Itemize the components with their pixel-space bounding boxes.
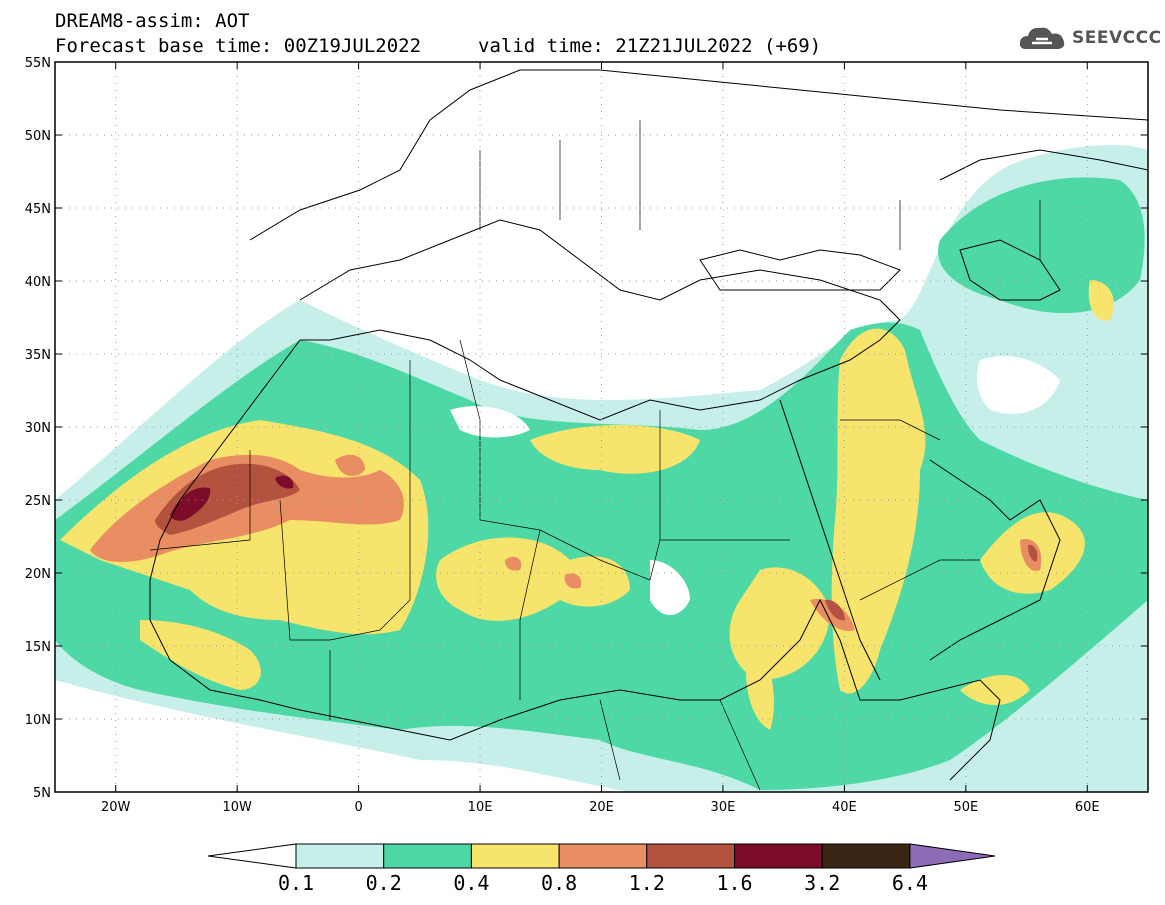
lon-tick-label: 20W [101,800,131,815]
colorbar-level-label: 6.4 [892,871,928,895]
axis-ticks: 20W 10W 0 10E 20E 30E 40E 50E 60E 55N 50N 45N 40N 35N… [25,56,1148,815]
map-title: DREAM8-assim: AOT [55,10,250,32]
colorbar-swatch [383,843,472,869]
lat-tick-label: 45N [25,202,51,217]
lon-tick-label: 60E [1075,800,1100,815]
colorbar-level-label: 0.1 [278,871,314,895]
lat-tick-label: 10N [25,713,51,728]
lat-tick-label: 55N [25,56,51,71]
logo-text: SEEVCCC [1072,28,1162,48]
lon-tick-label: 0 [354,800,362,815]
colorbar-level-label: 0.2 [366,871,402,895]
lon-tick-label: 40E [832,800,857,815]
colorbar-level-label: 0.8 [541,871,577,895]
coastlines [149,69,1148,781]
lon-tick-label: 30E [711,800,736,815]
colorbar-level-label: 1.2 [629,871,665,895]
lat-tick-label: 50N [25,129,51,144]
lat-tick-label: 40N [25,275,51,290]
lat-tick-label: 25N [25,494,51,509]
colorbar-swatch [558,843,648,869]
colorbar-under-arrow [207,843,297,869]
valid-time: valid time: 21Z21JUL2022 (+69) [478,35,822,57]
colorbar: 0.1 0.2 0.4 0.8 1.2 1.6 3.2 6.4 [207,843,996,895]
aot-band-1.2-1.6 [155,463,1038,621]
lon-tick-label: 10W [222,800,252,815]
lat-tick-label: 15N [25,640,51,655]
forecast-base-time: Forecast base time: 00Z19JUL2022 [55,35,422,57]
aot-field [55,69,1148,792]
colorbar-swatch [734,843,823,869]
clean-air-areas [450,356,1060,615]
colorbar-level-label: 0.4 [453,871,489,895]
cloud-icon [1019,27,1065,49]
colorbar-level-label: 1.6 [716,871,752,895]
country-borders [149,120,1041,791]
colorbar-swatch [646,843,735,869]
lon-tick-label: 10E [468,800,493,815]
lat-tick-label: 5N [33,786,51,801]
lon-tick-label: 50E [953,800,978,815]
aot-band-1.6-3.2 [170,475,294,521]
colorbar-swatch [470,843,560,869]
colorbar-over-arrow [909,843,996,869]
lat-tick-label: 30N [25,421,51,436]
seevccc-logo: SEEVCCC [1018,22,1162,54]
lon-tick-label: 20E [589,800,614,815]
colorbar-swatch [295,843,385,869]
colorbar-level-label: 3.2 [804,871,840,895]
colorbar-swatch [821,843,911,869]
lat-tick-label: 35N [25,348,51,363]
lat-tick-label: 20N [25,567,51,582]
